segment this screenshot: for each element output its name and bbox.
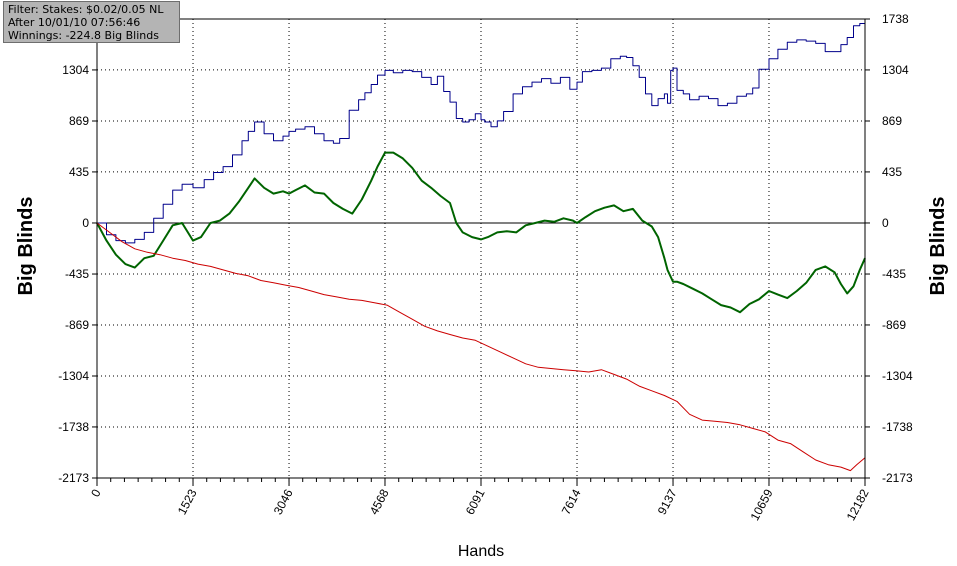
- y-tick-label-right: 435: [882, 165, 902, 179]
- y-tick-label-left: 1304: [62, 63, 89, 77]
- winnings-series-line: [97, 19, 866, 244]
- y-tick-label-right: -2173: [882, 471, 913, 485]
- x-tick-label: 6091: [463, 487, 488, 517]
- x-tick-label: 1523: [175, 487, 200, 517]
- y-tick-label-left: -435: [65, 267, 89, 281]
- x-axis-title: Hands: [458, 543, 504, 560]
- y-tick-label-right: 0: [882, 216, 889, 230]
- y-tick-label-left: 869: [69, 114, 89, 128]
- x-tick-label: 4568: [367, 487, 392, 517]
- filter-text: Filter: Stakes: $0.02/0.05 NL: [8, 3, 164, 16]
- y-tick-label-right: 869: [882, 114, 902, 128]
- y-tick-label-left: -1738: [58, 420, 89, 434]
- showdown-series-line: [96, 222, 866, 472]
- x-tick-label: 9137: [655, 487, 680, 517]
- x-tick-label: 0: [88, 487, 104, 500]
- winnings-text: Winnings: -224.8 Big Blinds: [8, 29, 159, 42]
- y-tick-label-left: 435: [69, 165, 89, 179]
- y-tick-label-right: 1738: [882, 12, 909, 26]
- x-tick-label: 12182: [844, 487, 872, 523]
- after-date-text: After 10/01/10 07:56:46: [8, 16, 141, 29]
- filter-info-box: Filter: Stakes: $0.02/0.05 NL After 10/0…: [3, 1, 180, 43]
- y-tick-label-right: -1304: [882, 369, 913, 383]
- y-tick-label-left: -869: [65, 318, 89, 332]
- y-tick-label-right: -1738: [882, 420, 913, 434]
- y-tick-label-left: 0: [82, 216, 89, 230]
- grid-lines: [97, 19, 865, 478]
- x-tick-label: 10659: [748, 487, 776, 523]
- y-tick-label-right: -435: [882, 267, 906, 281]
- x-tick-label: 7614: [559, 487, 584, 517]
- y-axis-title-right: Big Blinds: [927, 197, 949, 296]
- series-lines: [96, 19, 866, 472]
- axes: 0 1523 3046 4568 6091 7614 9137 10659 12182 -2173…: [58, 12, 913, 523]
- y-tick-label-left: -1304: [58, 369, 89, 383]
- y-tick-label-right: 1304: [882, 63, 909, 77]
- y-tick-label-left: -2173: [58, 471, 89, 485]
- net-series-line: [96, 151, 866, 314]
- x-tick-label: 3046: [271, 487, 296, 517]
- y-axis-title-left: Big Blinds: [15, 197, 37, 296]
- y-tick-label-right: -869: [882, 318, 906, 332]
